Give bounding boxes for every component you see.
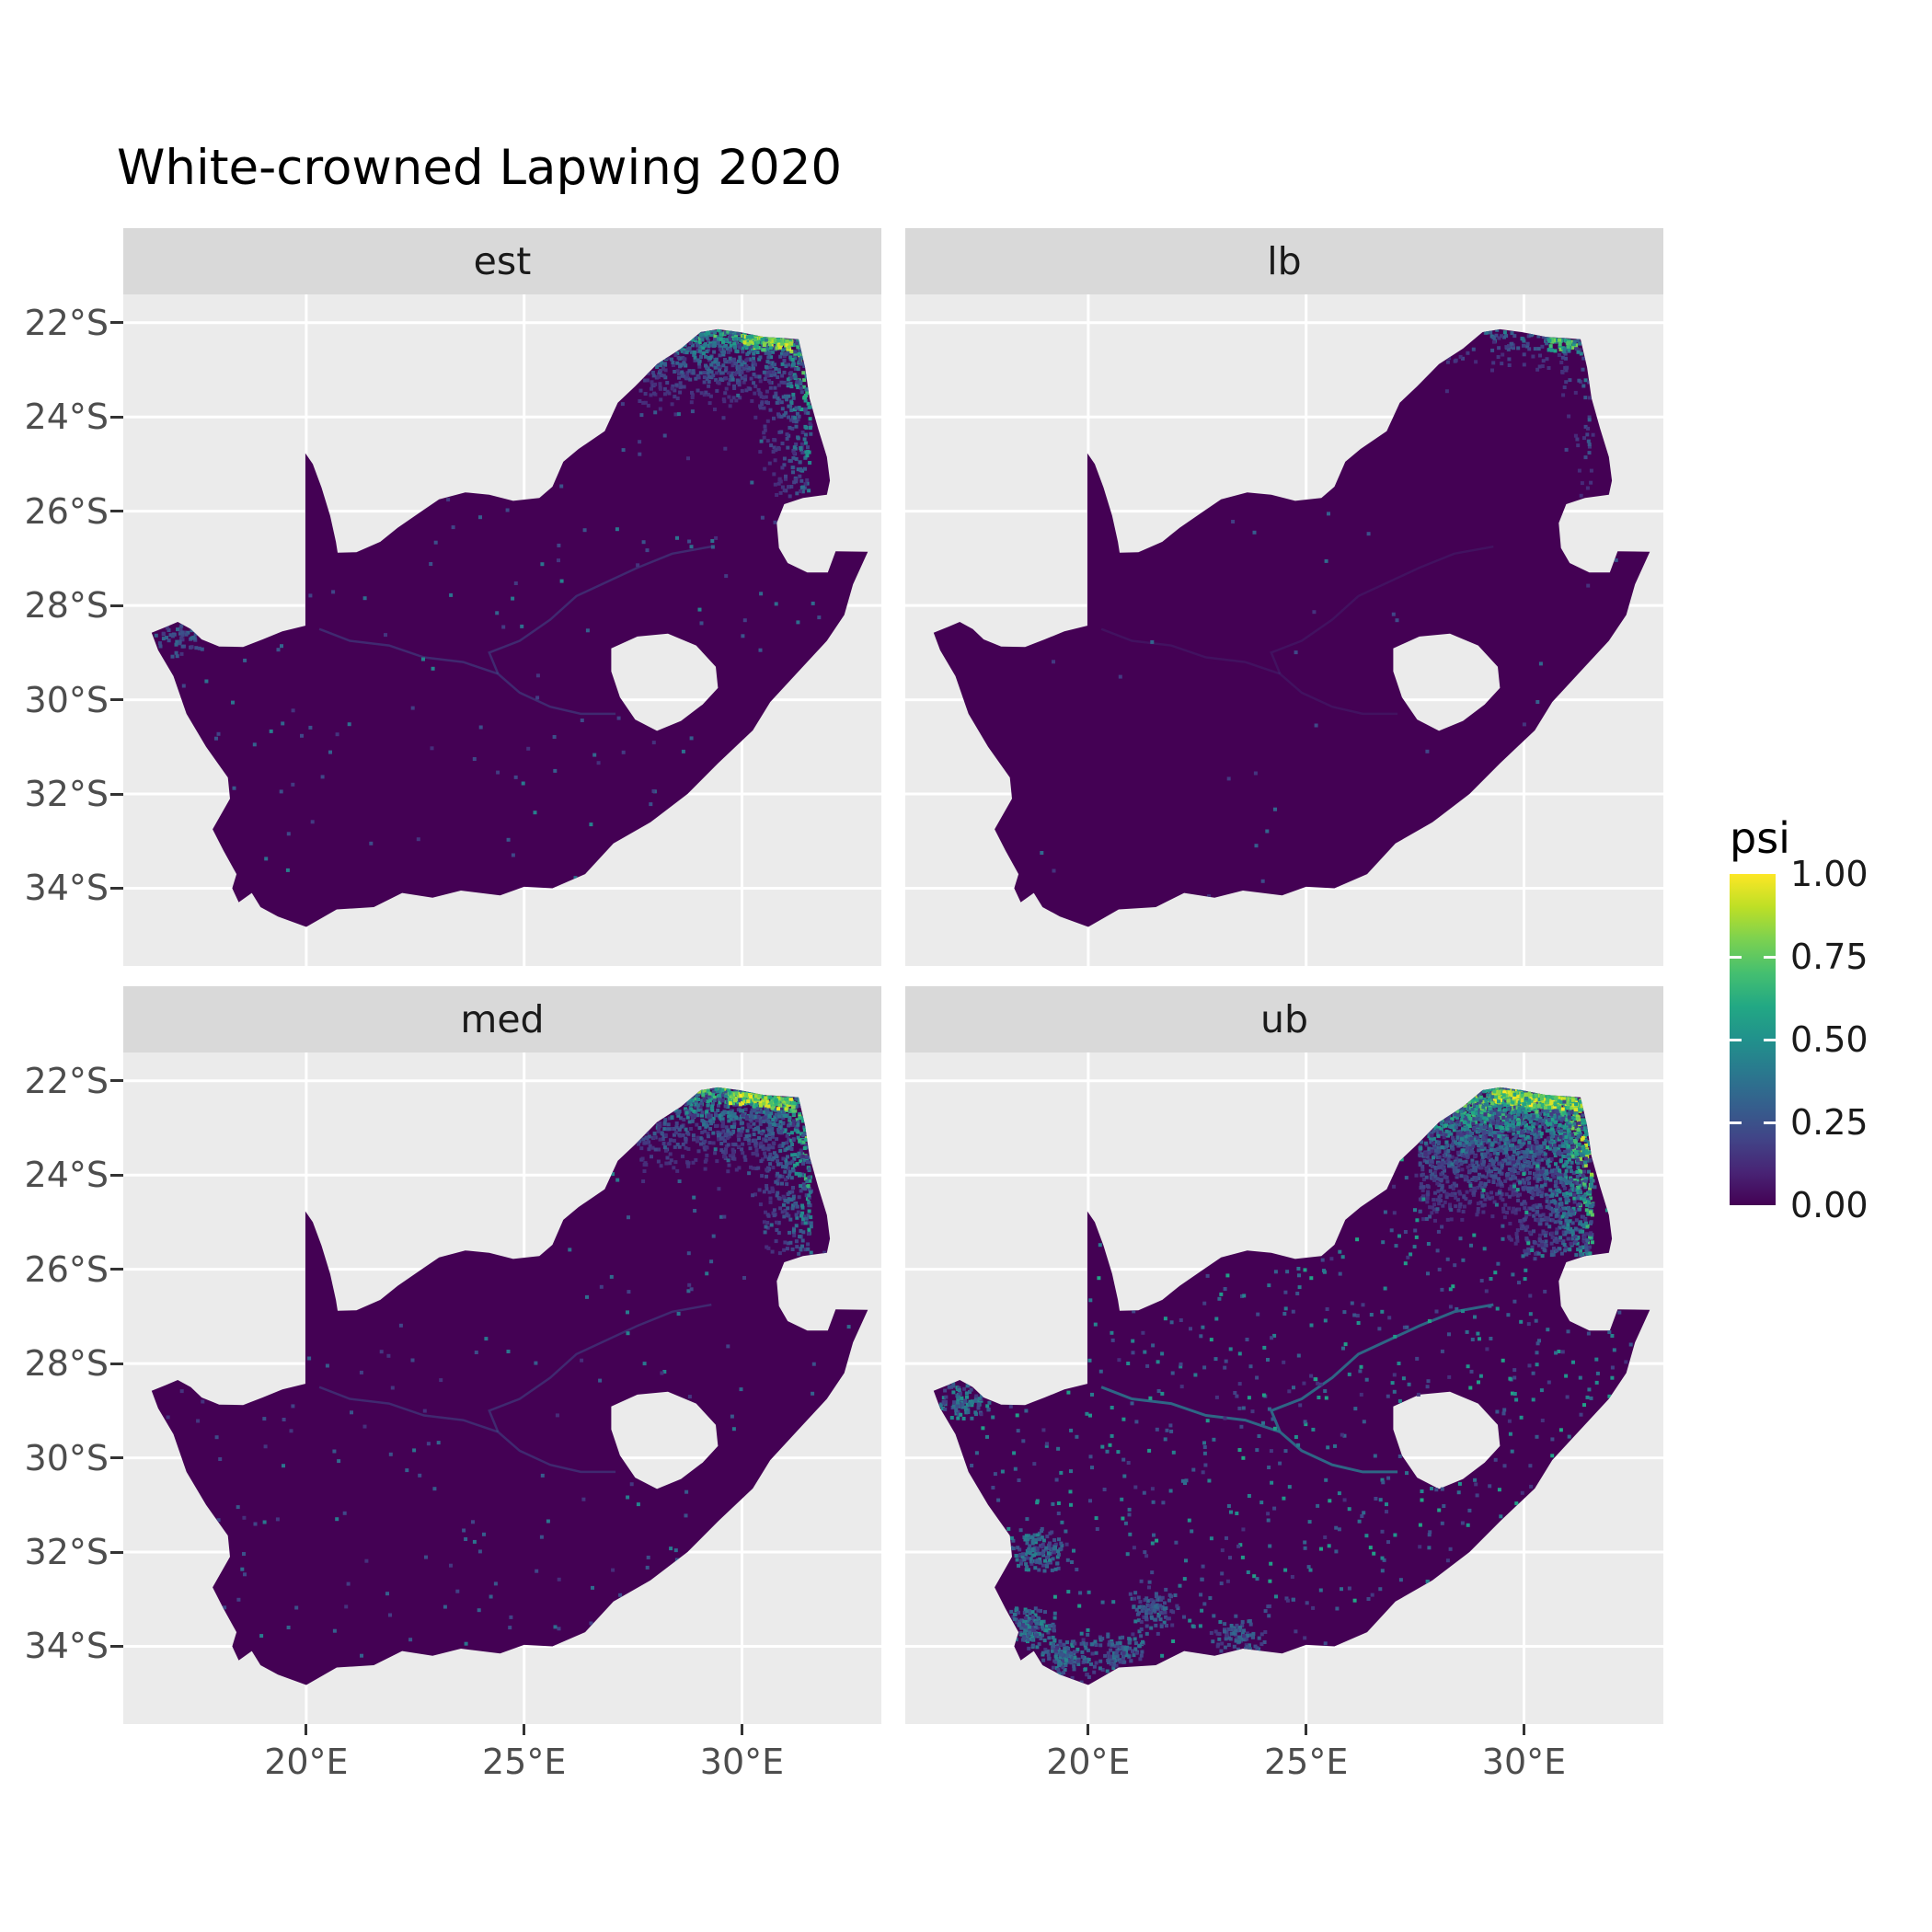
map-est	[123, 294, 881, 966]
y-axis-tick-mark	[110, 1456, 123, 1460]
south-africa-map	[933, 328, 1650, 927]
x-axis-tick-mark	[1305, 1724, 1308, 1735]
y-axis-tick-label: 32°S	[24, 774, 109, 815]
facet-strip-med: med	[123, 986, 881, 1052]
y-axis-tick-mark	[110, 1550, 123, 1554]
y-axis-tick-mark	[110, 510, 123, 513]
y-axis-tick-mark	[110, 1644, 123, 1648]
y-axis-tick-label: 32°S	[24, 1532, 109, 1573]
y-axis-tick-label: 24°S	[24, 1155, 109, 1196]
y-axis-tick-label: 24°S	[24, 397, 109, 438]
facet-strip-label-med: med	[460, 997, 545, 1041]
legend-tick-mark	[1764, 1038, 1776, 1041]
y-axis-tick-label: 22°S	[24, 302, 109, 343]
map-ub	[905, 1052, 1663, 1724]
y-axis-tick-label: 22°S	[24, 1060, 109, 1101]
facet-panel-lb	[905, 294, 1663, 966]
facet-strip-label-lb: lb	[1267, 239, 1302, 283]
legend-tick-mark	[1764, 955, 1776, 959]
y-axis-tick-label: 30°S	[24, 1437, 109, 1478]
facet-strip-est: est	[123, 228, 881, 294]
legend-tick-label: 0.25	[1790, 1102, 1869, 1143]
x-axis-tick-mark	[523, 1724, 526, 1735]
legend-tick-label: 0.00	[1790, 1185, 1869, 1225]
legend-tick-mark	[1764, 1121, 1776, 1124]
map-med	[123, 1052, 881, 1724]
x-axis-tick-mark	[305, 1724, 308, 1735]
plot-title: White-crowned Lapwing 2020	[117, 140, 843, 196]
facet-strip-lb: lb	[905, 228, 1663, 294]
y-axis-tick-mark	[110, 604, 123, 607]
y-axis-tick-label: 34°S	[24, 868, 109, 909]
legend-title: psi	[1730, 813, 1790, 863]
south-africa-map	[151, 1087, 868, 1685]
y-axis-tick-mark	[110, 1173, 123, 1177]
map-lb	[905, 294, 1663, 966]
legend-tick-mark	[1730, 955, 1742, 959]
x-axis-tick-label: 25°E	[481, 1742, 567, 1782]
y-axis-tick-mark	[110, 415, 123, 419]
y-axis-tick-mark	[110, 698, 123, 702]
south-africa-map	[151, 328, 868, 927]
facet-strip-label-ub: ub	[1259, 997, 1308, 1041]
facet-strip-ub: ub	[905, 986, 1663, 1052]
y-axis-tick-label: 28°S	[24, 585, 109, 627]
y-axis-tick-mark	[110, 792, 123, 796]
legend-tick-mark	[1730, 1121, 1742, 1124]
y-axis-tick-label: 26°S	[24, 1248, 109, 1290]
x-axis-tick-mark	[1087, 1724, 1090, 1735]
facet-panel-est	[123, 294, 881, 966]
y-axis-tick-mark	[110, 886, 123, 890]
legend-tick-label: 0.50	[1790, 1019, 1869, 1060]
y-axis-tick-mark	[110, 1268, 123, 1271]
x-axis-tick-mark	[740, 1724, 743, 1735]
x-axis-tick-label: 30°E	[699, 1742, 785, 1782]
x-axis-tick-label: 25°E	[1263, 1742, 1349, 1782]
facet-panel-med	[123, 1052, 881, 1724]
y-axis-tick-mark	[110, 1362, 123, 1365]
legend-tick-label: 0.75	[1790, 937, 1869, 977]
facet-panel-ub	[905, 1052, 1663, 1724]
x-axis-tick-mark	[1522, 1724, 1525, 1735]
legend-tick-label: 1.00	[1790, 854, 1869, 894]
y-axis-tick-label: 30°S	[24, 679, 109, 720]
legend-tick-mark	[1730, 1038, 1742, 1041]
y-axis-tick-mark	[110, 1079, 123, 1083]
x-axis-tick-label: 20°E	[264, 1742, 349, 1782]
x-axis-tick-label: 20°E	[1046, 1742, 1131, 1782]
y-axis-tick-label: 26°S	[24, 490, 109, 532]
facet-strip-label-est: est	[473, 239, 532, 283]
y-axis-tick-label: 34°S	[24, 1626, 109, 1667]
x-axis-tick-label: 30°E	[1481, 1742, 1567, 1782]
y-axis-tick-label: 28°S	[24, 1343, 109, 1385]
y-axis-tick-mark	[110, 321, 123, 325]
